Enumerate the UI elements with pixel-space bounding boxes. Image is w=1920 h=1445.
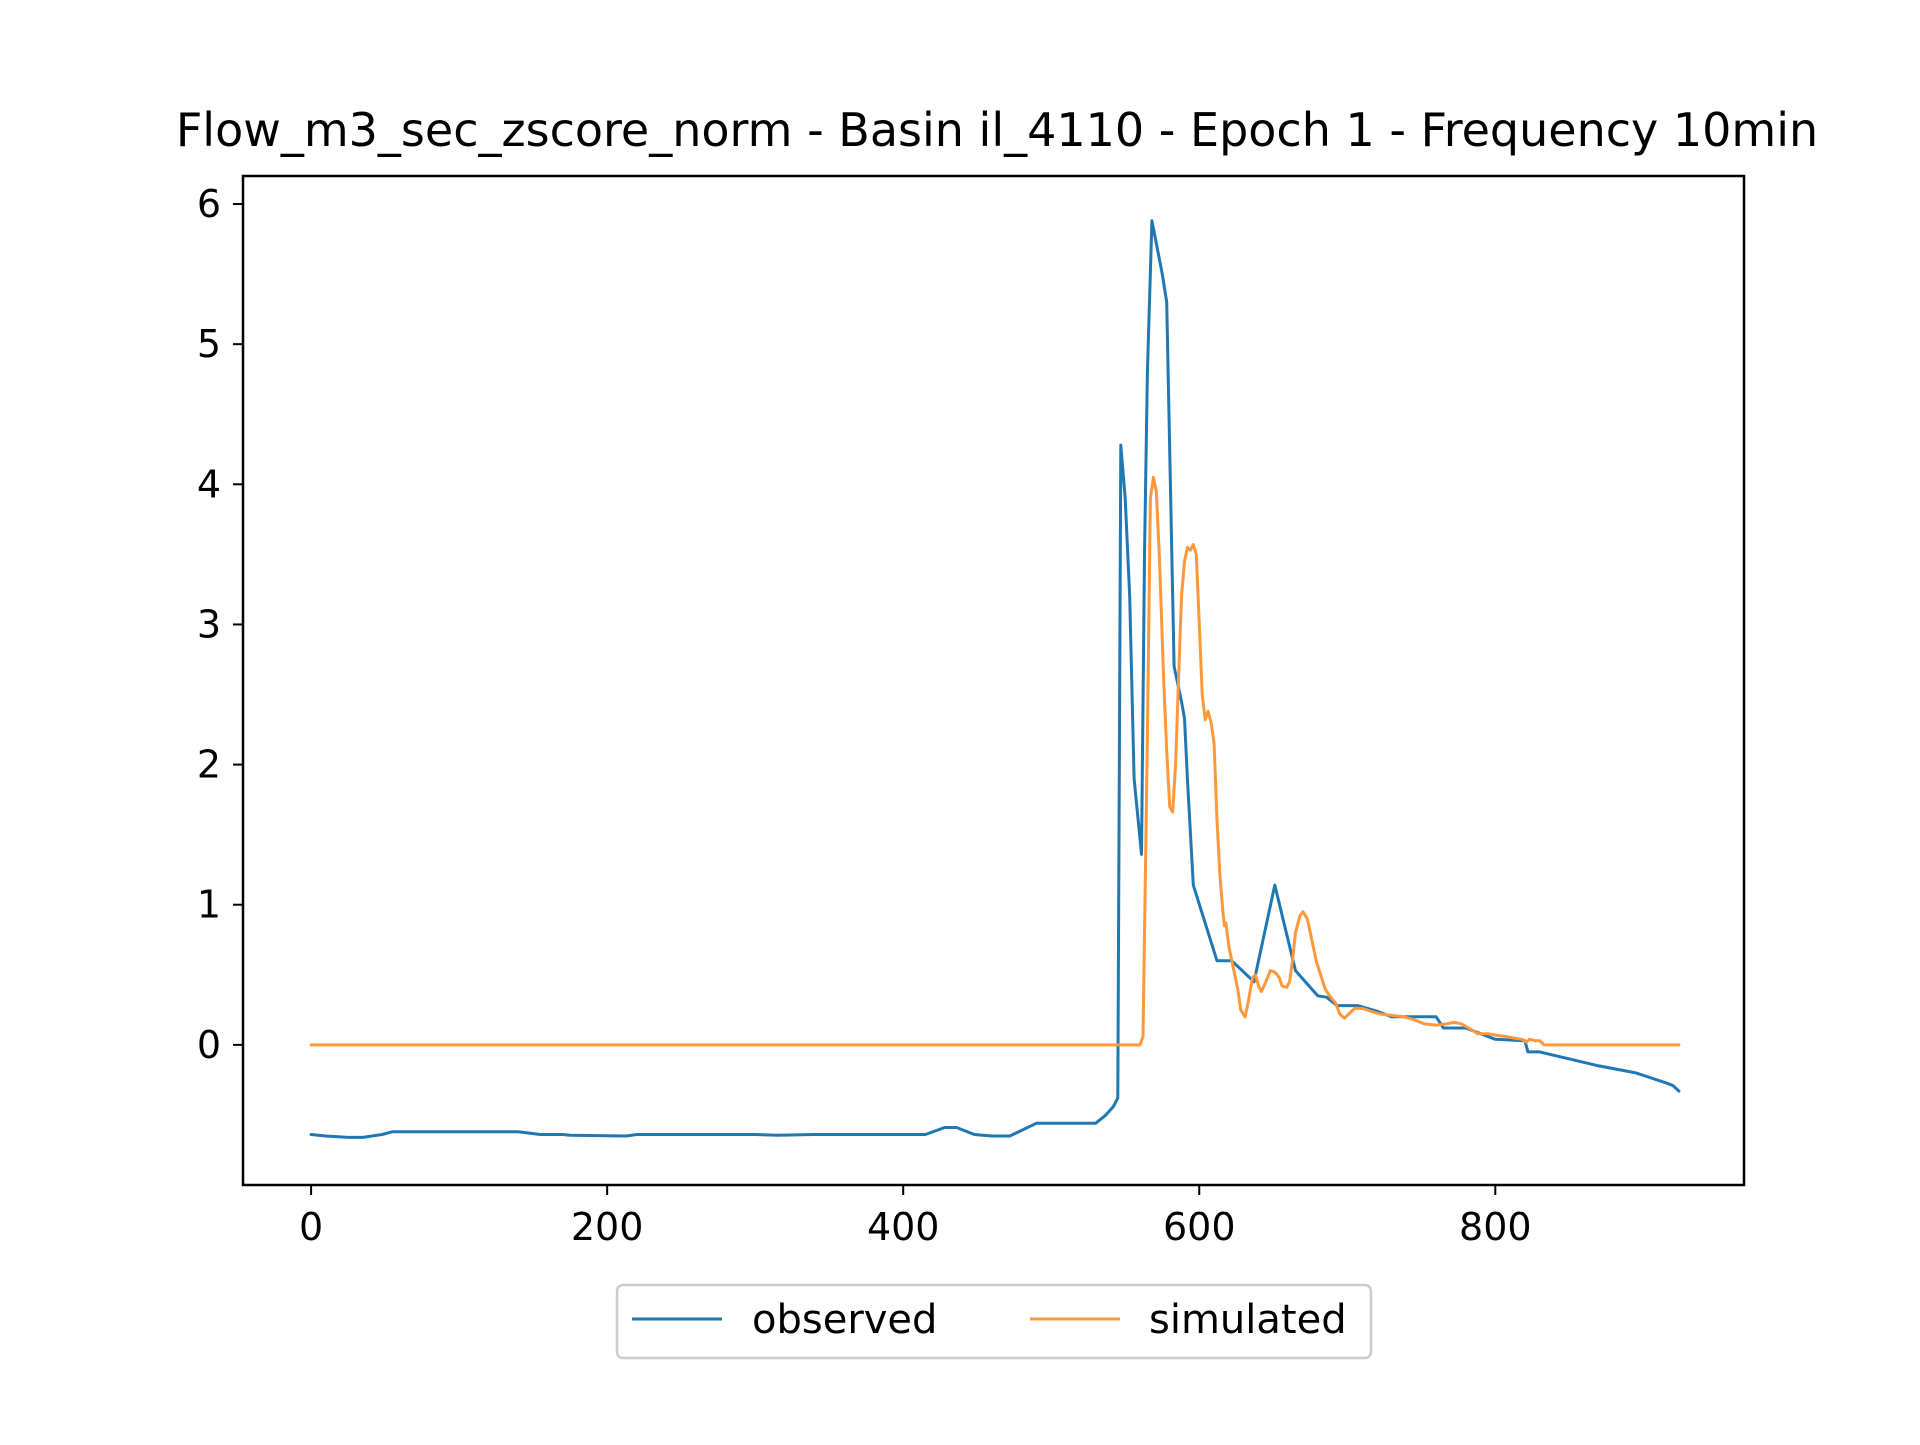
x-tick-label: 800 (1459, 1205, 1532, 1249)
x-axis: 0 200 400 600 800 (299, 1185, 1532, 1249)
series-line-simulated (309, 475, 1681, 1047)
y-tick-label: 6 (197, 182, 221, 226)
legend-box (615, 1283, 1373, 1360)
plot-frame (241, 174, 1746, 1187)
x-tick-label: 400 (867, 1205, 940, 1249)
x-tick-label: 200 (571, 1205, 644, 1249)
series-line-observed (309, 219, 1681, 1139)
legend-label-observed: observed (752, 1297, 937, 1343)
y-tick-label: 1 (197, 883, 221, 927)
series-lines (309, 219, 1681, 1139)
y-tick-label: 5 (197, 322, 221, 366)
x-tick-label: 0 (299, 1205, 323, 1249)
y-tick-label: 0 (197, 1023, 221, 1067)
y-tick-label: 3 (197, 602, 221, 646)
y-axis: 0 1 2 3 4 5 6 (197, 182, 243, 1067)
chart-title: Flow_m3_sec_zscore_norm - Basin il_4110 … (176, 103, 1818, 157)
legend-label-simulated: simulated (1149, 1297, 1347, 1343)
y-tick-label: 2 (197, 743, 221, 787)
legend: observed simulated (615, 1283, 1373, 1360)
x-tick-label: 600 (1163, 1205, 1236, 1249)
y-tick-label: 4 (197, 462, 221, 506)
